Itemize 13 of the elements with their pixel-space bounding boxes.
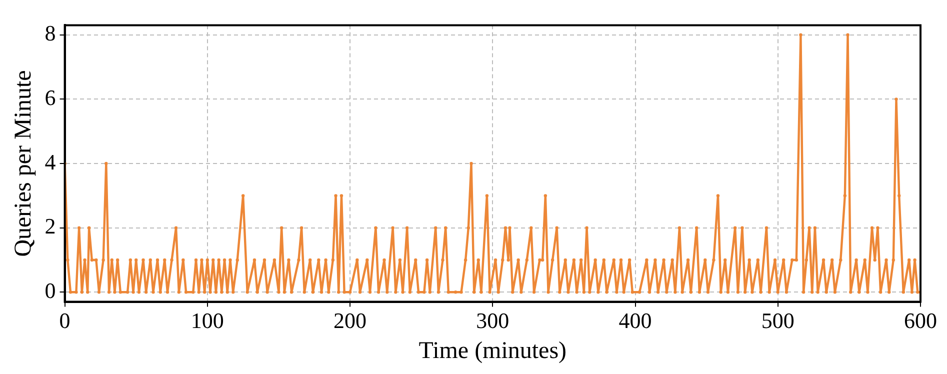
x-tick-label: 500 <box>761 308 794 333</box>
y-tick-label: 0 <box>44 278 56 303</box>
y-tick-label: 6 <box>44 84 56 110</box>
x-tick-label: 300 <box>476 308 510 333</box>
x-tick-label: 400 <box>618 308 652 333</box>
y-tick-label: 4 <box>44 149 56 174</box>
x-axis-title: Time (minutes) <box>418 338 567 364</box>
y-tick-label: 8 <box>44 20 56 46</box>
x-tick-label: 200 <box>334 308 367 333</box>
y-tick-label: 2 <box>44 214 56 239</box>
x-tick-label: 100 <box>190 308 224 333</box>
x-tick-label: 600 <box>904 308 937 333</box>
y-axis-title: Queries per Minute <box>10 70 37 257</box>
